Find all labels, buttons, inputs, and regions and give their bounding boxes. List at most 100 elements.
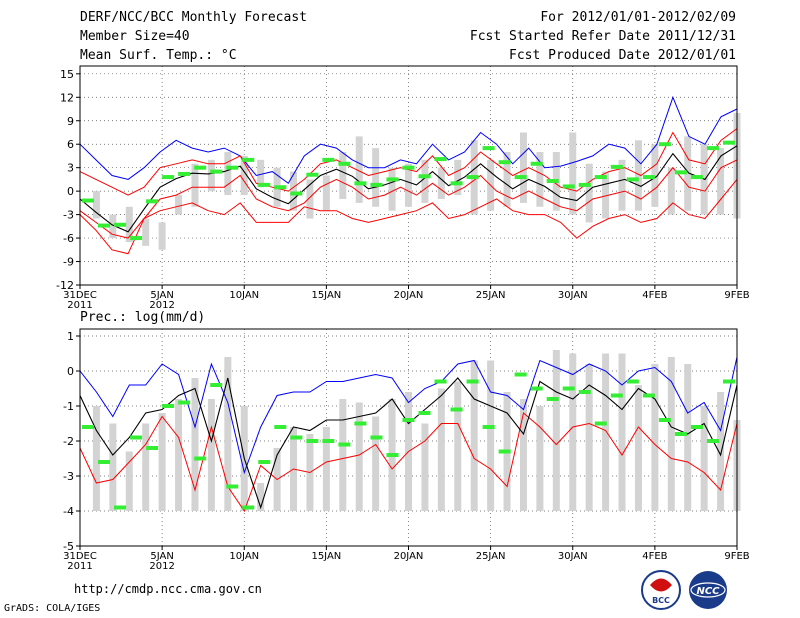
prec-obs-marker: [434, 379, 447, 384]
temp-obs-marker: [354, 181, 367, 186]
temp-obs-marker: [242, 157, 255, 162]
prec-spread-bar: [339, 399, 347, 511]
temp-spread-bar: [536, 152, 544, 207]
prec-obs-marker: [498, 449, 511, 454]
prec-ytick-label: -3: [63, 470, 74, 483]
prec-obs-marker: [274, 425, 287, 429]
prec-spread-bar: [454, 381, 462, 511]
temp-ytick-label: 0: [67, 185, 74, 198]
prec-xtick-label: 10JAN: [229, 551, 259, 562]
prec-xtick-label: 25JAN: [476, 551, 506, 562]
temp-spread-bar: [437, 167, 445, 199]
temp-spread-bar: [355, 136, 363, 203]
prec-xtick-label: 30JAN: [558, 551, 588, 562]
prec-obs-marker: [194, 456, 207, 461]
prec-xtick-label: 4FEB: [642, 551, 667, 562]
prec-obs-marker: [466, 379, 479, 384]
prec-obs-marker: [578, 390, 591, 394]
temp-obs-marker: [146, 199, 159, 204]
prec-spread-bar: [158, 413, 166, 511]
bcc-logo-text: BCC: [652, 596, 670, 605]
prec-obs-marker: [242, 505, 255, 510]
temp-ytick-label: -3: [63, 209, 74, 222]
prec-spread-bar: [487, 360, 495, 511]
temp-obs-marker: [706, 146, 719, 151]
prec-spread-bar: [470, 360, 478, 511]
temp-obs-marker: [722, 140, 735, 145]
temp-obs-marker: [594, 175, 607, 180]
temp-lower-line: [79, 179, 738, 255]
prec-obs-marker: [162, 404, 175, 408]
temp-spread-bar: [602, 171, 610, 219]
header-title: DERF/NCC/BCC Monthly Forecast: [80, 10, 307, 25]
temp-ytick-label: 12: [60, 91, 74, 104]
prec-spread-bar: [667, 357, 675, 511]
header-variable: Mean Surf. Temp.: °C: [80, 48, 237, 63]
temp-obs-marker: [338, 161, 351, 166]
temp-spread-bar: [618, 159, 626, 211]
temp-obs-marker: [178, 171, 191, 176]
prec-obs-marker: [642, 393, 655, 398]
ncc-logo-text: NCC: [696, 586, 720, 597]
temp-spread-bar: [651, 144, 659, 207]
prec-obs-marker: [674, 432, 687, 436]
prec-spread-bar: [717, 392, 725, 511]
prec-obs-marker: [130, 435, 143, 440]
footer-url[interactable]: http://cmdp.ncc.cma.gov.cn: [74, 582, 262, 596]
temp-obs-marker: [322, 157, 335, 162]
temp-obs-marker: [274, 185, 287, 190]
temp-spread-bar: [519, 132, 527, 203]
temp-ytick-label: 15: [60, 68, 74, 81]
temp-upper-line: [79, 95, 738, 185]
prec-spread-bar: [585, 364, 593, 511]
temp-spread-bar: [207, 159, 215, 192]
temp-xtick-label: 15JAN: [311, 290, 341, 301]
prec-mean-line: [79, 377, 738, 510]
temp-ytick-label: 6: [67, 138, 74, 151]
prec-obs-marker: [402, 418, 415, 422]
prec-obs-marker: [82, 425, 95, 429]
prec-spread-bar: [224, 357, 232, 511]
prec-ytick-label: -1: [63, 400, 74, 413]
temp-spread-bar: [158, 222, 166, 250]
prec-obs-marker: [450, 407, 463, 412]
temp-spread-bar: [125, 206, 133, 242]
ncc-logo: NCC: [689, 571, 727, 609]
temp-spread-bar: [240, 155, 248, 196]
temp-obs-marker: [162, 175, 175, 180]
prec-spread-bar: [700, 406, 708, 511]
prec-obs-marker: [178, 400, 191, 405]
prec-spread-bar: [257, 483, 265, 511]
header-produced-date: Fcst Produced Date 2012/01/01: [509, 48, 736, 63]
temp-obs-marker: [290, 191, 303, 196]
temp-spread-bar: [191, 163, 199, 207]
temp-obs-marker: [258, 182, 271, 187]
temp-ytick-label: -12: [56, 279, 74, 292]
prec-obs-marker: [722, 379, 735, 384]
temp-obs-marker: [626, 177, 639, 182]
temp-spread-bar: [142, 218, 150, 246]
precip-panel-title: Prec.: log(mm/d): [80, 310, 206, 325]
header-started-date: Fcst Started Refer Date 2011/12/31: [469, 29, 736, 44]
prec-spread-bar: [634, 385, 642, 511]
temp-obs-marker: [546, 178, 559, 183]
prec-obs-marker: [546, 397, 559, 401]
prec-obs-marker: [146, 446, 159, 450]
temp-spread-bar: [339, 152, 347, 199]
prec-spread-bar: [602, 353, 610, 511]
temp-obs-marker: [450, 181, 463, 186]
temp-xtick-label: 25JAN: [476, 290, 506, 301]
prec-spread-bar: [569, 353, 577, 511]
prec-spread-bar: [191, 378, 199, 511]
prec-ytick-label: 1: [67, 330, 74, 343]
temp-spread-bar: [109, 214, 117, 239]
prec-spread-bar: [372, 416, 380, 511]
temp-obs-marker: [418, 174, 431, 179]
temp-obs-marker: [482, 146, 495, 151]
prec-obs-marker: [562, 386, 575, 391]
prec-obs-marker: [530, 386, 543, 391]
temp-spread-bar: [372, 148, 380, 207]
temp-spread-bar: [684, 136, 692, 211]
prec-spread-bar: [536, 406, 544, 511]
